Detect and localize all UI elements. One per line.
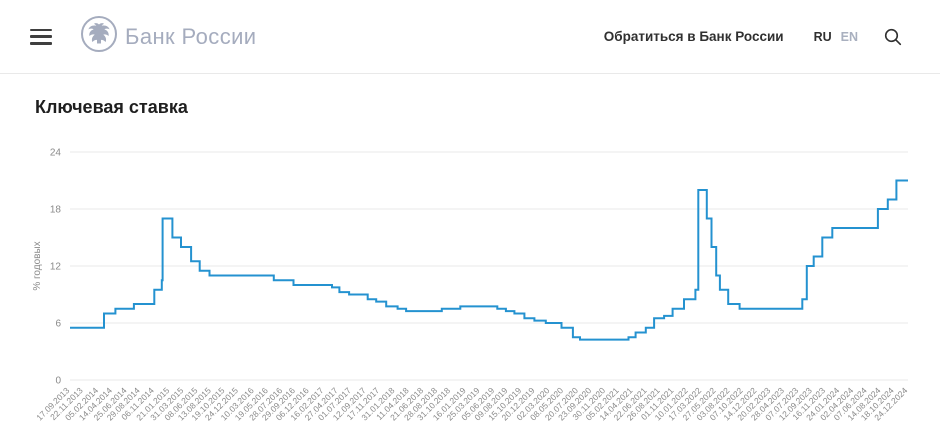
y-tick-label: 0 bbox=[55, 376, 61, 387]
bank-of-russia-logo[interactable]: Банк России bbox=[80, 15, 256, 58]
page-title: Ключевая ставка bbox=[35, 97, 188, 117]
y-tick-label: 18 bbox=[50, 205, 62, 216]
contact-bank-link[interactable]: Обратиться в Банк России bbox=[603, 29, 784, 44]
y-tick-label: 12 bbox=[50, 262, 62, 273]
y-tick-label: 24 bbox=[50, 148, 62, 159]
search-icon[interactable] bbox=[884, 28, 902, 46]
y-tick-label: 6 bbox=[55, 319, 61, 330]
language-switcher: RU EN bbox=[814, 30, 858, 44]
header-actions: Обратиться в Банк России RU EN bbox=[604, 28, 902, 46]
lang-en-button[interactable]: EN bbox=[840, 29, 858, 44]
hamburger-menu-icon[interactable] bbox=[30, 28, 52, 45]
lang-ru-button[interactable]: RU bbox=[813, 29, 832, 44]
key-rate-line bbox=[70, 179, 908, 341]
eagle-emblem-icon bbox=[80, 15, 118, 58]
y-axis-title: % годовых bbox=[32, 241, 43, 290]
brand-name: Банк России bbox=[125, 23, 257, 49]
site-header: Банк России Обратиться в Банк России RU … bbox=[0, 0, 940, 74]
